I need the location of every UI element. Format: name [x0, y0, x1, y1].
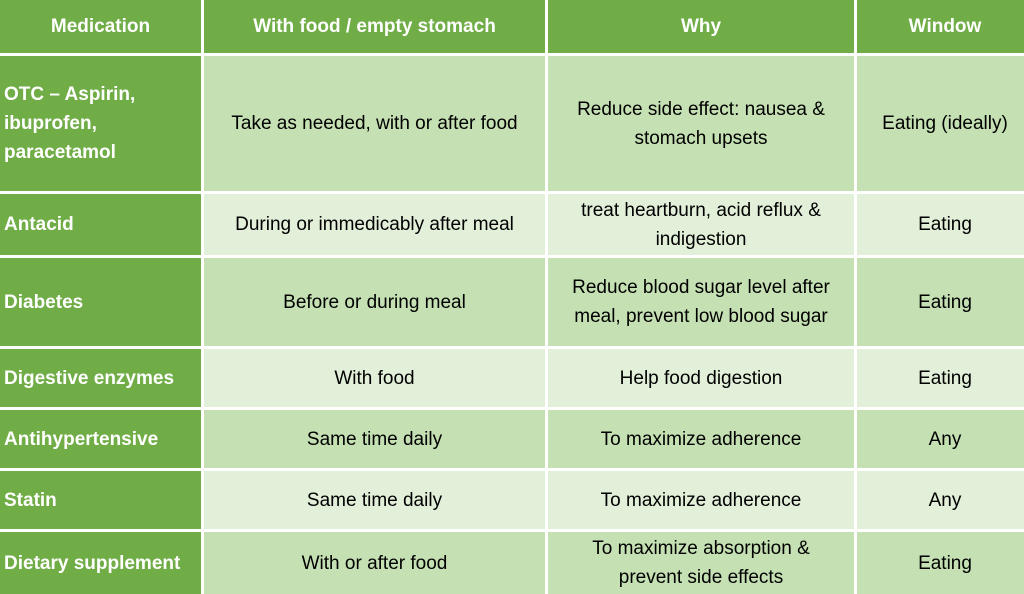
row-5-food: Same time daily: [204, 410, 545, 468]
row-4-why: Help food digestion: [548, 349, 854, 407]
header-window: Window: [857, 0, 1024, 53]
header-medication: Medication: [0, 0, 201, 53]
row-6-window: Any: [857, 471, 1024, 529]
row-5-why: To maximize adherence: [548, 410, 854, 468]
row-5-window: Any: [857, 410, 1024, 468]
row-2-food: During or immedicably after meal: [204, 194, 545, 255]
row-7-food: With or after food: [204, 532, 545, 594]
row-7-window: Eating: [857, 532, 1024, 594]
row-6-food: Same time daily: [204, 471, 545, 529]
header-why: Why: [548, 0, 854, 53]
row-1-medication: OTC – Aspirin, ibuprofen, paracetamol: [0, 56, 201, 191]
row-4-window: Eating: [857, 349, 1024, 407]
row-2-medication: Antacid: [0, 194, 201, 255]
row-3-why: Reduce blood sugar level after meal, pre…: [548, 258, 854, 346]
row-1-food: Take as needed, with or after food: [204, 56, 545, 191]
row-2-why: treat heartburn, acid reflux & indigesti…: [548, 194, 854, 255]
row-7-why: To maximize absorption & prevent side ef…: [548, 532, 854, 594]
header-food: With food / empty stomach: [204, 0, 545, 53]
row-3-food: Before or during meal: [204, 258, 545, 346]
row-1-window: Eating (ideally): [857, 56, 1024, 191]
row-4-food: With food: [204, 349, 545, 407]
row-6-why: To maximize adherence: [548, 471, 854, 529]
row-4-medication: Digestive enzymes: [0, 349, 201, 407]
row-1-why: Reduce side effect: nausea & stomach ups…: [548, 56, 854, 191]
row-3-window: Eating: [857, 258, 1024, 346]
row-5-medication: Antihypertensive: [0, 410, 201, 468]
row-2-window: Eating: [857, 194, 1024, 255]
row-3-medication: Diabetes: [0, 258, 201, 346]
row-6-medication: Statin: [0, 471, 201, 529]
row-7-medication: Dietary supplement: [0, 532, 201, 594]
